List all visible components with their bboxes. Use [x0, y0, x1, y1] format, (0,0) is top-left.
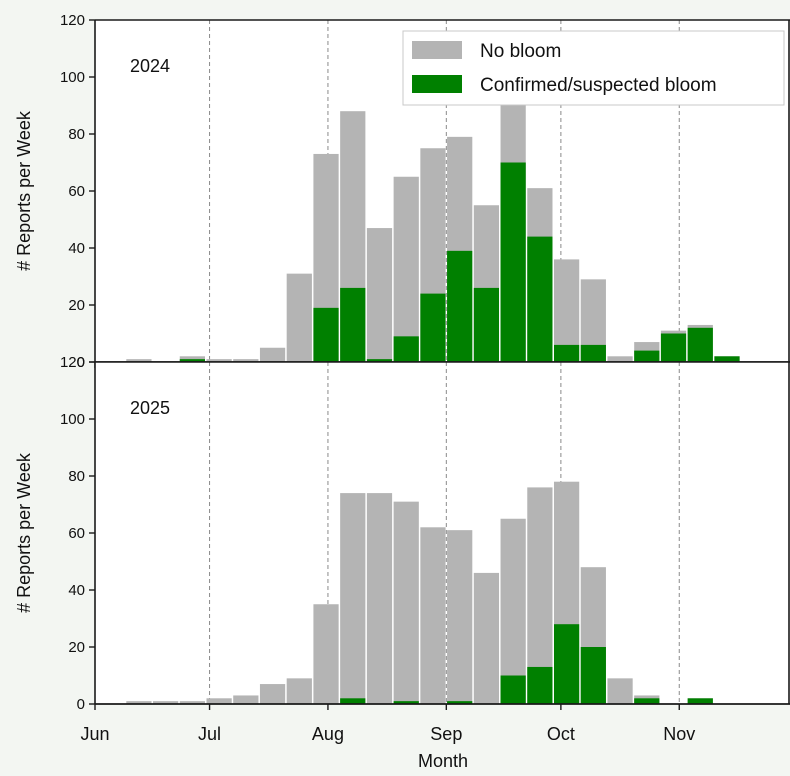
bar-bloom — [313, 307, 339, 362]
bar-no-bloom — [340, 493, 366, 704]
bar-no-bloom — [153, 701, 179, 704]
bar-no-bloom — [393, 176, 419, 362]
bar-bloom — [660, 333, 687, 362]
y-tick-label: 80 — [68, 126, 85, 143]
bar-bloom — [634, 350, 660, 362]
bar-no-bloom — [447, 530, 473, 704]
bar-bloom — [500, 675, 526, 704]
bar-no-bloom — [259, 684, 286, 704]
y-axis-label: # Reports per Week — [14, 110, 34, 271]
bar-bloom — [447, 250, 473, 362]
y-tick-label: 60 — [68, 525, 85, 542]
bar-no-bloom — [500, 518, 526, 704]
bar-bloom — [340, 287, 366, 362]
bar-no-bloom — [233, 695, 259, 704]
bar-bloom — [447, 701, 473, 704]
bar-no-bloom — [366, 228, 393, 362]
x-tick-label-jun: Jun — [80, 724, 109, 744]
y-tick-label: 120 — [60, 12, 85, 29]
x-tick-label-oct: Oct — [547, 724, 575, 744]
bar-no-bloom — [607, 356, 633, 362]
panel-year-label: 2024 — [130, 56, 170, 76]
x-tick-label-aug: Aug — [312, 724, 344, 744]
bar-bloom — [500, 162, 526, 362]
bar-bloom — [420, 293, 446, 362]
bar-no-bloom — [206, 359, 232, 362]
bar-no-bloom — [607, 678, 633, 704]
bar-no-bloom — [126, 359, 152, 362]
bar-bloom — [634, 698, 660, 704]
bar-no-bloom — [126, 701, 152, 704]
y-tick-label: 40 — [68, 240, 85, 257]
bar-bloom — [553, 624, 580, 704]
y-tick-label: 60 — [68, 183, 85, 200]
bar-no-bloom — [206, 698, 232, 704]
x-axis-label: Month — [418, 751, 468, 771]
bar-bloom — [393, 336, 419, 362]
legend-label-no-bloom: No bloom — [480, 41, 561, 62]
y-tick-label: 20 — [68, 297, 85, 314]
y-tick-label: 100 — [60, 411, 85, 428]
bar-no-bloom — [420, 527, 446, 704]
y-tick-label: 100 — [60, 69, 85, 86]
legend-swatch-no-bloom — [412, 41, 462, 59]
bar-bloom — [527, 666, 553, 704]
bar-no-bloom — [233, 359, 259, 362]
bar-bloom — [580, 647, 606, 704]
bar-no-bloom — [393, 501, 419, 704]
legend: No bloom Confirmed/suspected bloom — [402, 30, 785, 106]
bar-no-bloom — [259, 347, 286, 362]
panel-year-label: 2025 — [130, 398, 170, 418]
bar-bloom — [340, 698, 366, 704]
bar-bloom — [366, 359, 393, 362]
x-tick-labels: Jun Jul Aug Sep Oct Nov — [80, 724, 695, 744]
bar-no-bloom — [286, 678, 312, 704]
y-tick-label: 80 — [68, 468, 85, 485]
y-tick-label: 40 — [68, 582, 85, 599]
bar-bloom — [580, 344, 606, 362]
bar-no-bloom — [366, 493, 393, 704]
bar-bloom — [179, 359, 205, 362]
bar-bloom — [553, 344, 580, 362]
x-tick-label-nov: Nov — [663, 724, 695, 744]
y-tick-label: 120 — [60, 354, 85, 371]
bar-bloom — [687, 698, 713, 704]
bar-no-bloom — [473, 572, 500, 704]
x-tick-label-sep: Sep — [430, 724, 462, 744]
bar-bloom — [714, 356, 740, 362]
bar-no-bloom — [179, 701, 205, 704]
y-tick-label: 0 — [77, 354, 85, 371]
bar-no-bloom — [286, 273, 312, 362]
bar-bloom — [393, 701, 419, 704]
bar-no-bloom — [313, 604, 339, 704]
y-tick-label: 0 — [77, 696, 85, 713]
bar-bloom — [687, 327, 713, 362]
legend-label-bloom: Confirmed/suspected bloom — [480, 75, 717, 96]
panel-2025: 0 20 40 60 80 100 120 2025 # Reports per Week — [14, 354, 790, 713]
x-tick-label-jul: Jul — [198, 724, 221, 744]
legend-box — [402, 30, 785, 106]
legend-swatch-bloom — [412, 75, 462, 93]
y-axis-label: # Reports per Week — [14, 452, 34, 613]
y-tick-label: 20 — [68, 639, 85, 656]
bar-bloom — [527, 236, 553, 362]
bar-bloom — [473, 287, 500, 362]
